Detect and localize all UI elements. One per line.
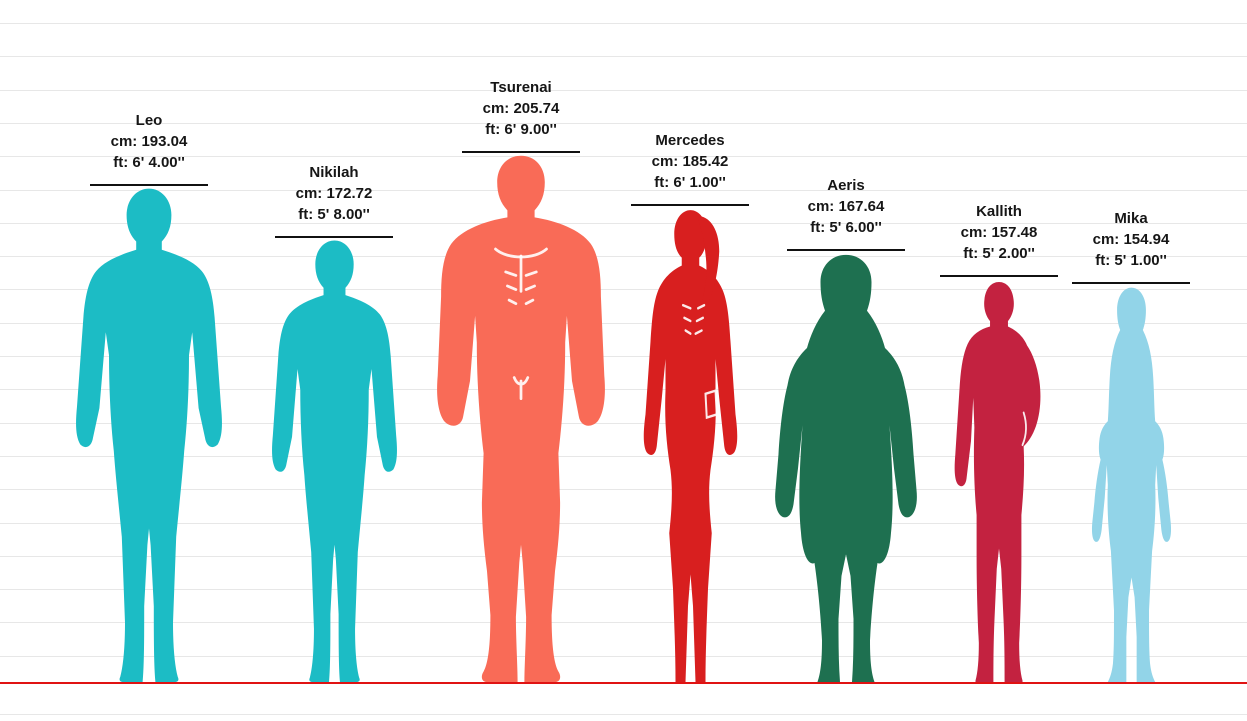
height-line (275, 236, 393, 238)
height-line (462, 151, 580, 153)
person-height-ft: ft: 5' 8.00'' (298, 206, 370, 223)
gridline (0, 714, 1247, 715)
height-line (90, 184, 208, 186)
person-label: Kallith cm: 157.48 ft: 5' 2.00'' (879, 201, 1119, 264)
person-name: Leo (135, 112, 163, 129)
person-label: Nikilah cm: 172.72 ft: 5' 8.00'' (214, 162, 454, 225)
person-silhouette-aeris[interactable] (771, 252, 921, 682)
person-height-ft: ft: 6' 9.00'' (485, 121, 557, 138)
male-suit-silhouette-icon (954, 282, 1041, 682)
height-line (631, 204, 749, 206)
person-name: Aeris (827, 177, 865, 194)
person-name: Nikilah (309, 164, 359, 181)
female-athletic-silhouette-icon (643, 210, 737, 682)
person-silhouette-leo[interactable] (69, 187, 229, 682)
person-label: Mercedes cm: 185.42 ft: 6' 1.00'' (570, 130, 810, 193)
male-standing-silhouette-icon (271, 240, 397, 682)
person-height-ft: ft: 6' 4.00'' (113, 154, 185, 171)
person-height-cm: cm: 157.48 (960, 224, 1038, 241)
person-height-cm: cm: 154.94 (1092, 231, 1170, 248)
person-height-cm: cm: 172.72 (295, 185, 373, 202)
gridline (0, 23, 1247, 24)
person-height-ft: ft: 5' 6.00'' (810, 219, 882, 236)
female-longhair-silhouette-icon (1091, 287, 1171, 682)
person-height-ft: ft: 5' 1.00'' (1095, 252, 1167, 269)
ground-line (0, 682, 1247, 684)
person-height-cm: cm: 185.42 (651, 153, 729, 170)
person-name: Mika (1114, 210, 1148, 227)
person-silhouette-tsurenai[interactable] (436, 154, 606, 682)
person-name: Kallith (976, 203, 1022, 220)
person-height-cm: cm: 193.04 (110, 133, 188, 150)
person-height-ft: ft: 6' 1.00'' (654, 174, 726, 191)
person-silhouette-mika[interactable] (1080, 285, 1183, 682)
person-label: Mika cm: 154.94 ft: 5' 1.00'' (1011, 208, 1247, 271)
person-height-cm: cm: 167.64 (807, 198, 885, 215)
person-label: Tsurenai cm: 205.74 ft: 6' 9.00'' (401, 77, 641, 140)
person-name: Mercedes (655, 132, 725, 149)
height-line (787, 249, 905, 251)
height-line (1072, 282, 1190, 284)
person-label: Leo cm: 193.04 ft: 6' 4.00'' (29, 110, 269, 173)
female-curvy-silhouette-icon (775, 254, 917, 682)
person-silhouette-kallith[interactable] (943, 278, 1055, 682)
person-silhouette-mercedes[interactable] (628, 207, 753, 682)
person-height-ft: ft: 5' 2.00'' (963, 245, 1035, 262)
person-silhouette-nikilah[interactable] (266, 239, 403, 682)
male-standing-silhouette-icon (76, 188, 222, 682)
height-line (940, 275, 1058, 277)
person-label: Aeris cm: 167.64 ft: 5' 6.00'' (726, 175, 966, 238)
gridline (0, 56, 1247, 57)
male-muscular-silhouette-icon (437, 155, 605, 682)
person-name: Tsurenai (490, 79, 552, 96)
person-height-cm: cm: 205.74 (482, 100, 560, 117)
